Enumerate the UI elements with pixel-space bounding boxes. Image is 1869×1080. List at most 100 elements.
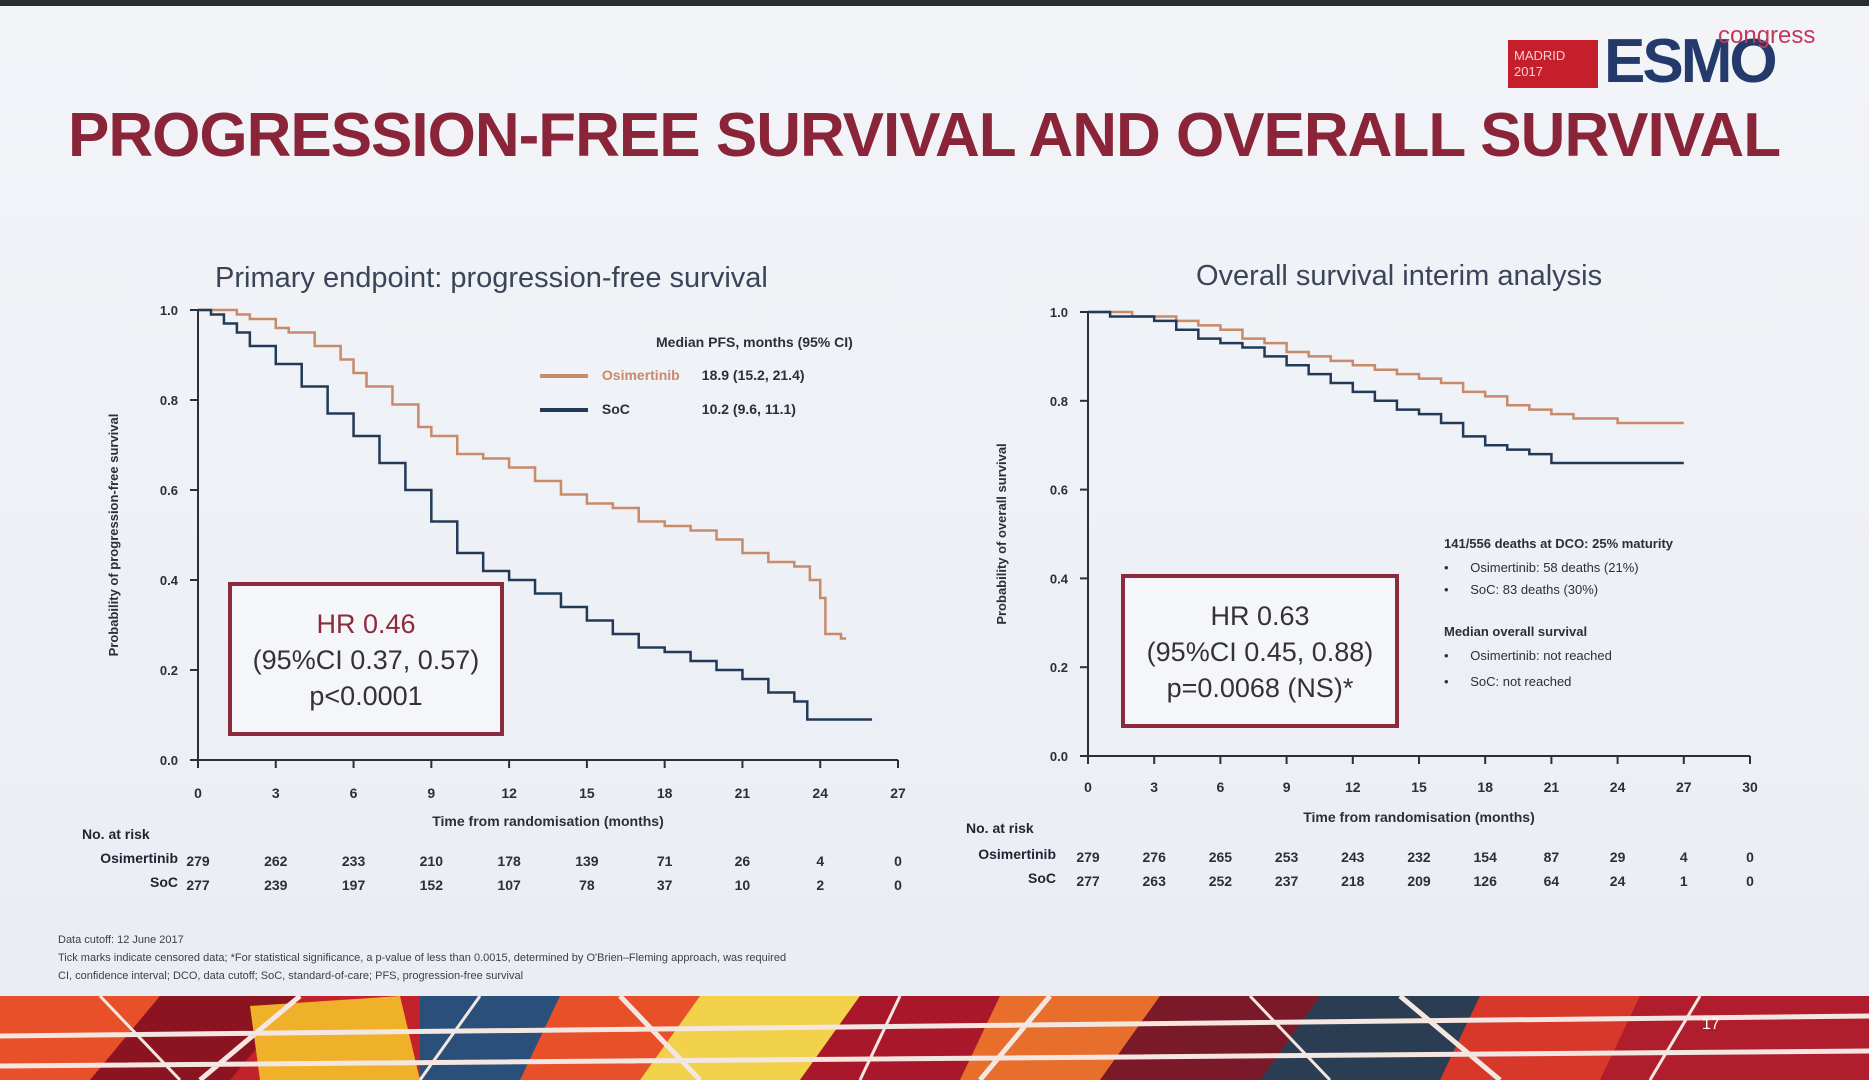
y-axis-label: Probability of overall survival [994,443,1009,624]
risk-value: 126 [1474,873,1498,889]
pfs-hr-box: HR 0.46 (95%CI 0.37, 0.57) p<0.0001 [228,582,504,736]
y-tick-label: 0.4 [160,573,179,588]
risk-value: 279 [1076,849,1100,865]
top-bar [0,0,1869,6]
x-tick-label: 0 [194,785,202,801]
y-tick-label: 1.0 [160,303,178,318]
pfs-risk-label-soc: SoC [150,874,178,890]
risk-value: 26 [735,853,751,869]
pfs-risk-header: No. at risk [82,826,150,842]
pfs-legend-osimertinib: Osimertinib 18.9 (15.2, 21.4) [540,367,860,383]
y-axis-label: Probability of progression-free survival [106,414,121,657]
os-hr-box: HR 0.63 (95%CI 0.45, 0.88) p=0.0068 (NS)… [1121,574,1399,728]
risk-value: 262 [264,853,288,869]
os-legend-soc: SoC: 83 deaths (30%) [1470,582,1599,597]
slide-title: PROGRESSION-FREE SURVIVAL AND OVERALL SU… [68,101,1781,170]
pfs-legend-title: Median PFS, months (95% CI) [656,334,853,350]
risk-value: 0 [894,877,902,893]
logo-year: 2017 [1514,64,1543,79]
y-tick-label: 0.6 [1050,483,1068,498]
pfs-ci: (95%CI 0.37, 0.57) [252,645,480,675]
risk-value: 87 [1544,849,1560,865]
os-risk-header: No. at risk [966,820,1034,836]
y-tick-label: 0.0 [160,753,178,768]
os-risk-label-osimertinib: Osimertinib [978,846,1056,862]
y-tick-label: 0.4 [1050,571,1069,586]
x-tick-label: 18 [1477,779,1493,795]
legend-label: SoC [601,401,630,417]
risk-value: 71 [657,853,673,869]
pfs-risk-label-osimertinib: Osimertinib [100,850,178,866]
x-tick-label: 3 [272,785,280,801]
risk-value: 24 [1610,873,1626,889]
footnote-abbreviations: CI, confidence interval; DCO, data cutof… [58,970,524,982]
legend-median: 18.9 (15.2, 21.4) [701,367,805,383]
os-risk-label-soc: SoC [1028,870,1056,886]
decorative-map-band [0,996,1869,1080]
risk-value: 197 [342,877,366,893]
x-tick-label: 9 [427,785,435,801]
risk-value: 0 [894,853,902,869]
x-tick-label: 9 [1283,779,1291,795]
risk-value: 279 [186,853,210,869]
x-tick-label: 18 [657,785,673,801]
os-median-item: • Osimertinib: not reached [1444,648,1612,663]
pfs-legend-soc: SoC 10.2 (9.6, 11.1) [540,401,860,417]
risk-value: 233 [342,853,366,869]
os-median-item: • SoC: not reached [1444,674,1572,689]
os-median-soc: SoC: not reached [1470,674,1572,689]
os-chart-title: Overall survival interim analysis [1196,260,1603,292]
risk-value: 237 [1275,873,1299,889]
footnote-data-cutoff: Data cutoff: 12 June 2017 [58,934,184,946]
risk-value: 210 [420,853,444,869]
soc-swatch [540,408,588,413]
risk-value: 154 [1474,849,1498,865]
soc-curve [198,308,873,721]
risk-value: 4 [816,853,824,869]
os-ci: (95%CI 0.45, 0.88) [1146,637,1374,667]
risk-value: 29 [1610,849,1626,865]
x-tick-label: 6 [350,785,358,801]
os-legend-item: • Osimertinib: 58 deaths (21%) [1444,560,1639,575]
os-legend-heading: 141/556 deaths at DCO: 25% maturity [1444,536,1674,551]
y-tick-label: 0.2 [160,663,178,678]
risk-value: 263 [1143,873,1167,889]
x-tick-label: 15 [579,785,595,801]
y-tick-label: 0.6 [160,483,178,498]
legend-label: Osimertinib [601,367,680,383]
x-tick-label: 0 [1084,779,1092,795]
risk-value: 139 [575,853,599,869]
risk-value: 10 [735,877,751,893]
os-median-heading: Median overall survival [1444,624,1588,639]
logo-brand: ESMO [1604,27,1778,96]
pfs-chart-title: Primary endpoint: progression-free survi… [215,262,768,294]
pfs-hr: HR 0.46 [316,609,416,639]
x-axis-label: Time from randomisation (months) [1303,809,1535,825]
pfs-p: p<0.0001 [309,681,423,711]
risk-value: 178 [497,853,521,869]
risk-value: 276 [1143,849,1167,865]
risk-value: 265 [1209,849,1233,865]
y-tick-label: 0.8 [160,393,178,408]
risk-value: 0 [1746,849,1754,865]
risk-value: 2 [816,877,824,893]
x-tick-label: 27 [890,785,906,801]
x-tick-label: 24 [812,785,828,801]
esmo-logo: MADRID 2017 ESMO congress [1508,22,1838,96]
risk-value: 277 [1076,873,1100,889]
x-tick-label: 27 [1676,779,1692,795]
risk-value: 4 [1680,849,1688,865]
risk-value: 78 [579,877,595,893]
y-tick-label: 0.8 [1050,394,1068,409]
risk-value: 209 [1407,873,1431,889]
x-tick-label: 24 [1610,779,1626,795]
risk-value: 252 [1209,873,1233,889]
x-tick-label: 12 [501,785,517,801]
risk-value: 232 [1407,849,1431,865]
risk-value: 64 [1544,873,1560,889]
risk-value: 0 [1746,873,1754,889]
osimertinib-curve [198,308,847,640]
risk-value: 218 [1341,873,1365,889]
y-tick-label: 0.0 [1050,749,1068,764]
